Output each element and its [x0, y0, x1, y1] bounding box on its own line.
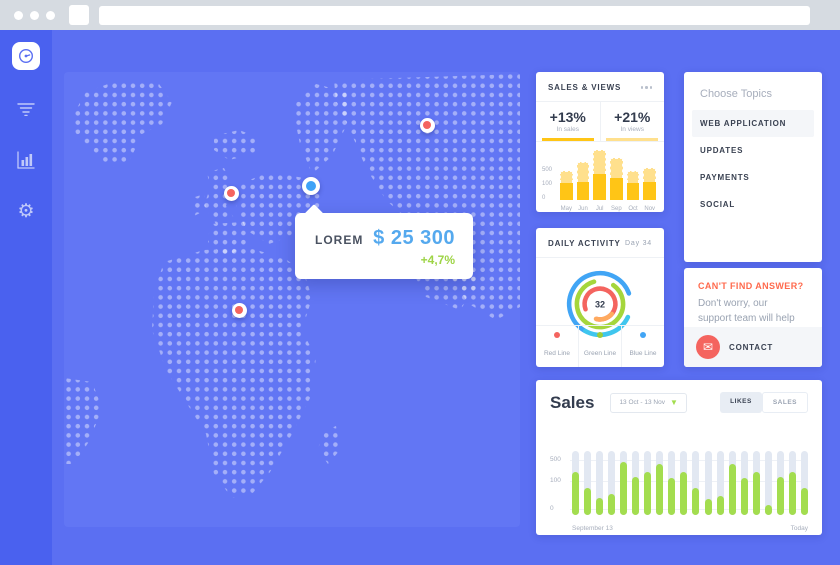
sales-bar	[596, 451, 604, 515]
filter-lines-icon	[17, 103, 35, 116]
marker-dot	[423, 121, 431, 129]
sales-views-chart: 0 100 500 May Jun Jul Sep Oct Nov	[536, 142, 664, 214]
marker-dot	[227, 189, 235, 197]
tooltip-label: LOREM	[315, 233, 364, 247]
chevron-down-icon: ▼	[669, 397, 678, 407]
date-range-value: 13 Oct - 13 Nov	[619, 399, 665, 406]
browser-tab[interactable]	[69, 5, 89, 25]
window-control-dot[interactable]	[14, 10, 23, 20]
sales-bar	[716, 451, 724, 515]
x-axis-labels: May Jun Jul Sep Oct Nov	[560, 206, 656, 212]
sidebar-item-dashboard[interactable]	[12, 42, 40, 70]
sidebar-item-settings[interactable]: ⚙	[14, 199, 38, 223]
stacked-bar	[593, 150, 607, 200]
map-marker[interactable]	[419, 117, 435, 133]
sales-bar	[788, 451, 796, 515]
sales-bar	[572, 451, 579, 515]
sales-bar	[620, 451, 628, 515]
dotted-map-graphic	[64, 74, 520, 498]
map-marker[interactable]	[231, 302, 247, 318]
toggle-likes[interactable]: LIKES	[720, 392, 762, 413]
marker-dot	[235, 306, 243, 314]
card-title: SALES & VIEWS	[548, 83, 622, 92]
card-title: DAILY ACTIVITY	[548, 239, 621, 248]
bar-chart-icon	[17, 151, 35, 169]
daily-activity-card: DAILY ACTIVITY Day 34 32 Red Line Green L…	[536, 228, 664, 367]
tooltip-delta: +4,7%	[420, 253, 455, 267]
topic-item[interactable]: SOCIAL	[700, 200, 736, 209]
legend-item[interactable]: Blue Line	[621, 326, 664, 367]
window-control-dot[interactable]	[30, 10, 39, 20]
support-title: CAN'T FIND ANSWER?	[698, 281, 804, 291]
legend-item[interactable]: Green Line	[578, 326, 621, 367]
topic-item[interactable]: PAYMENTS	[700, 173, 750, 182]
stat-cell: +21% In views	[601, 102, 665, 141]
map-marker[interactable]	[302, 177, 320, 195]
gauge-icon	[18, 48, 34, 64]
marker-dot	[306, 181, 316, 191]
stat-cell: +13% In sales	[536, 102, 601, 141]
sales-bar	[692, 451, 700, 515]
sales-bar-chart: 0 100 500	[536, 423, 822, 523]
svg-text:32: 32	[595, 300, 605, 310]
stacked-bar	[643, 167, 657, 200]
sales-bar	[584, 451, 592, 515]
sales-bar	[668, 451, 676, 515]
sales-bar	[752, 451, 760, 515]
sales-bar	[656, 451, 664, 515]
window-controls	[14, 10, 55, 20]
topics-title: Choose Topics	[700, 88, 772, 100]
sales-bar	[800, 451, 808, 515]
contact-bar[interactable]: ✉ CONTACT	[684, 327, 822, 367]
window-chrome	[0, 0, 840, 30]
sales-bar	[704, 451, 712, 515]
sidebar-item-filters[interactable]	[14, 97, 38, 121]
topic-item[interactable]: WEB APPLICATION	[692, 110, 814, 137]
sales-bar	[608, 451, 616, 515]
likes-sales-toggle: LIKES SALES	[720, 392, 808, 413]
sales-views-card: SALES & VIEWS +13% In sales +21% In views 0…	[536, 72, 664, 212]
day-counter: Day 34	[625, 240, 652, 247]
tooltip-value: $ 25 300	[373, 227, 455, 249]
sidebar: ⚙	[0, 30, 52, 565]
sales-bar	[740, 451, 748, 515]
support-card: CAN'T FIND ANSWER? Don't worry, our supp…	[684, 268, 822, 367]
main-content: LOREM $ 25 300 +4,7% SALES & VIEWS +13% I…	[52, 30, 840, 565]
gear-icon: ⚙	[17, 200, 35, 222]
stacked-bar	[610, 158, 623, 200]
envelope-icon: ✉	[696, 335, 720, 359]
date-range-dropdown[interactable]: 13 Oct - 13 Nov ▼	[610, 392, 687, 413]
sales-bar	[764, 451, 772, 515]
topic-item[interactable]: UPDATES	[700, 146, 744, 155]
map-tooltip[interactable]: LOREM $ 25 300 +4,7%	[295, 213, 473, 279]
sidebar-item-analytics[interactable]	[14, 148, 38, 172]
x-axis-labels: September 13 Today	[536, 523, 822, 532]
more-menu-icon[interactable]	[640, 86, 652, 89]
x-start-label: September 13	[572, 525, 613, 532]
contact-button[interactable]: CONTACT	[729, 342, 774, 352]
topics-list: WEB APPLICATION UPDATES PAYMENTS SOCIAL	[684, 110, 822, 218]
activity-donut-chart: 32	[536, 258, 664, 346]
stacked-bar	[626, 171, 640, 200]
sales-bar	[776, 451, 784, 515]
sales-bar	[632, 451, 640, 515]
world-map[interactable]: LOREM $ 25 300 +4,7%	[64, 72, 520, 527]
map-marker[interactable]	[223, 185, 239, 201]
sales-bar	[680, 451, 688, 515]
toggle-sales[interactable]: SALES	[761, 392, 808, 413]
sales-bar	[728, 451, 736, 515]
window-control-dot[interactable]	[46, 10, 55, 20]
sales-views-stats: +13% In sales +21% In views	[536, 102, 664, 142]
chart-legend: Red Line Green Line Blue Line	[536, 325, 664, 367]
stacked-bar	[560, 170, 573, 200]
sales-panel: Sales 13 Oct - 13 Nov ▼ LIKES SALES 0 100 5…	[536, 380, 822, 535]
legend-item[interactable]: Red Line	[536, 326, 578, 367]
address-bar[interactable]	[99, 5, 810, 25]
topics-card: Choose Topics WEB APPLICATION UPDATES PAYM…	[684, 72, 822, 262]
stacked-bar	[576, 162, 590, 200]
sales-bar	[644, 451, 652, 515]
x-end-label: Today	[790, 525, 808, 532]
sales-title: Sales	[550, 392, 595, 412]
